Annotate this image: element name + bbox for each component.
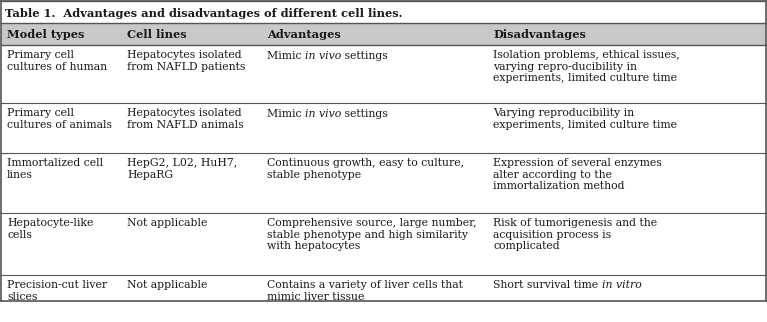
Text: Hepatocytes isolated
from NAFLD patients: Hepatocytes isolated from NAFLD patients (127, 50, 245, 71)
Text: HepG2, L02, HuH7,
HepaRG: HepG2, L02, HuH7, HepaRG (127, 158, 237, 180)
Text: Hepatocyte-like
cells: Hepatocyte-like cells (7, 218, 94, 240)
Text: Short survival time: Short survival time (493, 280, 601, 290)
Text: Mimic: Mimic (267, 51, 305, 61)
Text: Table 1.  Advantages and disadvantages of different cell lines.: Table 1. Advantages and disadvantages of… (5, 8, 403, 19)
Text: Not applicable: Not applicable (127, 218, 207, 228)
Text: Contains a variety of liver cells that
mimic liver tissue: Contains a variety of liver cells that m… (267, 280, 463, 302)
Text: Comprehensive source, large number,
stable phenotype and high similarity
with he: Comprehensive source, large number, stab… (267, 218, 476, 251)
Text: Model types: Model types (7, 29, 84, 40)
Text: Precision-cut liver
slices: Precision-cut liver slices (7, 280, 107, 302)
Text: Hepatocytes isolated
from NAFLD animals: Hepatocytes isolated from NAFLD animals (127, 108, 244, 129)
Text: Expression of several enzymes
alter according to the
immortalization method: Expression of several enzymes alter acco… (493, 158, 662, 191)
Text: Mimic: Mimic (267, 109, 305, 119)
Text: Varying reproducibility in
experiments, limited culture time: Varying reproducibility in experiments, … (493, 108, 677, 129)
Bar (1, 23, 766, 45)
Text: Continuous growth, easy to culture,
stable phenotype: Continuous growth, easy to culture, stab… (267, 158, 464, 180)
Text: Immortalized cell
lines: Immortalized cell lines (7, 158, 103, 180)
Text: Risk of tumorigenesis and the
acquisition process is
complicated: Risk of tumorigenesis and the acquisitio… (493, 218, 657, 251)
Text: Primary cell
cultures of human: Primary cell cultures of human (7, 50, 107, 71)
Text: Primary cell
cultures of animals: Primary cell cultures of animals (7, 108, 112, 129)
Text: Not applicable: Not applicable (127, 280, 207, 290)
Text: settings: settings (341, 109, 388, 119)
Text: Advantages: Advantages (267, 29, 341, 40)
Text: Cell lines: Cell lines (127, 29, 186, 40)
Text: in vivo: in vivo (305, 109, 341, 119)
Text: in vivo: in vivo (305, 51, 341, 61)
Text: Isolation problems, ethical issues,
varying repro-ducibility in
experiments, lim: Isolation problems, ethical issues, vary… (493, 50, 680, 83)
Text: Disadvantages: Disadvantages (493, 29, 586, 40)
Text: in vitro: in vitro (601, 280, 641, 290)
Text: settings: settings (341, 51, 388, 61)
